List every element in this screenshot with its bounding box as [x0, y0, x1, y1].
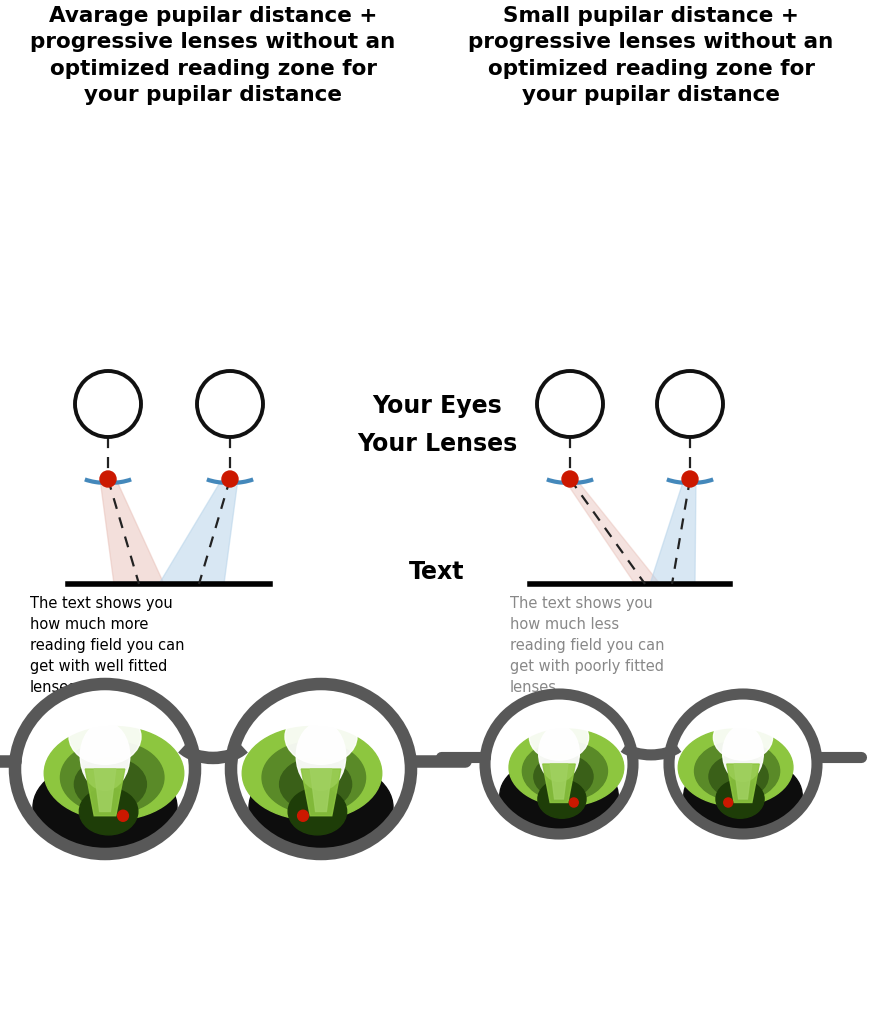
Text: Your Eyes: Your Eyes [372, 394, 502, 418]
Circle shape [562, 471, 578, 487]
Text: The text shows you
how much more
reading field you can
get with well fitted
lens: The text shows you how much more reading… [30, 596, 184, 695]
Polygon shape [726, 764, 760, 803]
Ellipse shape [716, 779, 764, 818]
Ellipse shape [724, 798, 732, 807]
Ellipse shape [249, 761, 393, 854]
Ellipse shape [80, 722, 129, 791]
Ellipse shape [33, 761, 177, 854]
Ellipse shape [713, 715, 773, 760]
Ellipse shape [678, 729, 793, 806]
Ellipse shape [490, 692, 628, 821]
Polygon shape [85, 769, 125, 816]
Polygon shape [734, 764, 752, 799]
Circle shape [222, 471, 238, 487]
Ellipse shape [534, 755, 593, 799]
Text: Small pupilar distance +
progressive lenses without an
optimized reading zone fo: Small pupilar distance + progressive len… [468, 6, 834, 105]
Polygon shape [650, 479, 696, 584]
Ellipse shape [523, 741, 607, 801]
Polygon shape [550, 764, 568, 799]
Text: Your Lenses: Your Lenses [357, 432, 517, 456]
Ellipse shape [60, 741, 164, 814]
Ellipse shape [695, 741, 780, 801]
Ellipse shape [80, 788, 138, 835]
Text: Avarage pupilar distance +
progressive lenses without an
optimized reading zone : Avarage pupilar distance + progressive l… [31, 6, 396, 105]
Ellipse shape [298, 810, 309, 821]
Circle shape [682, 471, 698, 487]
Ellipse shape [262, 741, 365, 814]
Ellipse shape [723, 725, 763, 781]
Polygon shape [100, 479, 164, 584]
Ellipse shape [538, 779, 586, 818]
Ellipse shape [74, 758, 147, 811]
Ellipse shape [709, 755, 768, 799]
Ellipse shape [296, 722, 346, 791]
Text: The text shows you
how much less
reading field you can
get with poorly fitted
le: The text shows you how much less reading… [510, 596, 664, 695]
Ellipse shape [675, 692, 811, 821]
Ellipse shape [683, 757, 802, 834]
Polygon shape [564, 479, 660, 584]
Polygon shape [159, 479, 238, 584]
Ellipse shape [69, 709, 141, 764]
Ellipse shape [530, 715, 588, 760]
Circle shape [100, 471, 116, 487]
Text: Text: Text [409, 560, 465, 584]
Ellipse shape [500, 757, 618, 834]
Ellipse shape [509, 729, 624, 806]
Polygon shape [543, 764, 575, 803]
Ellipse shape [285, 709, 357, 764]
Ellipse shape [242, 726, 382, 820]
Ellipse shape [538, 725, 579, 781]
Polygon shape [310, 769, 332, 811]
Ellipse shape [288, 788, 347, 835]
Ellipse shape [22, 682, 188, 839]
Polygon shape [302, 769, 341, 816]
Ellipse shape [569, 798, 579, 807]
Ellipse shape [238, 682, 405, 839]
Ellipse shape [280, 758, 351, 811]
Polygon shape [94, 769, 115, 811]
Ellipse shape [45, 726, 184, 820]
Ellipse shape [118, 810, 128, 821]
